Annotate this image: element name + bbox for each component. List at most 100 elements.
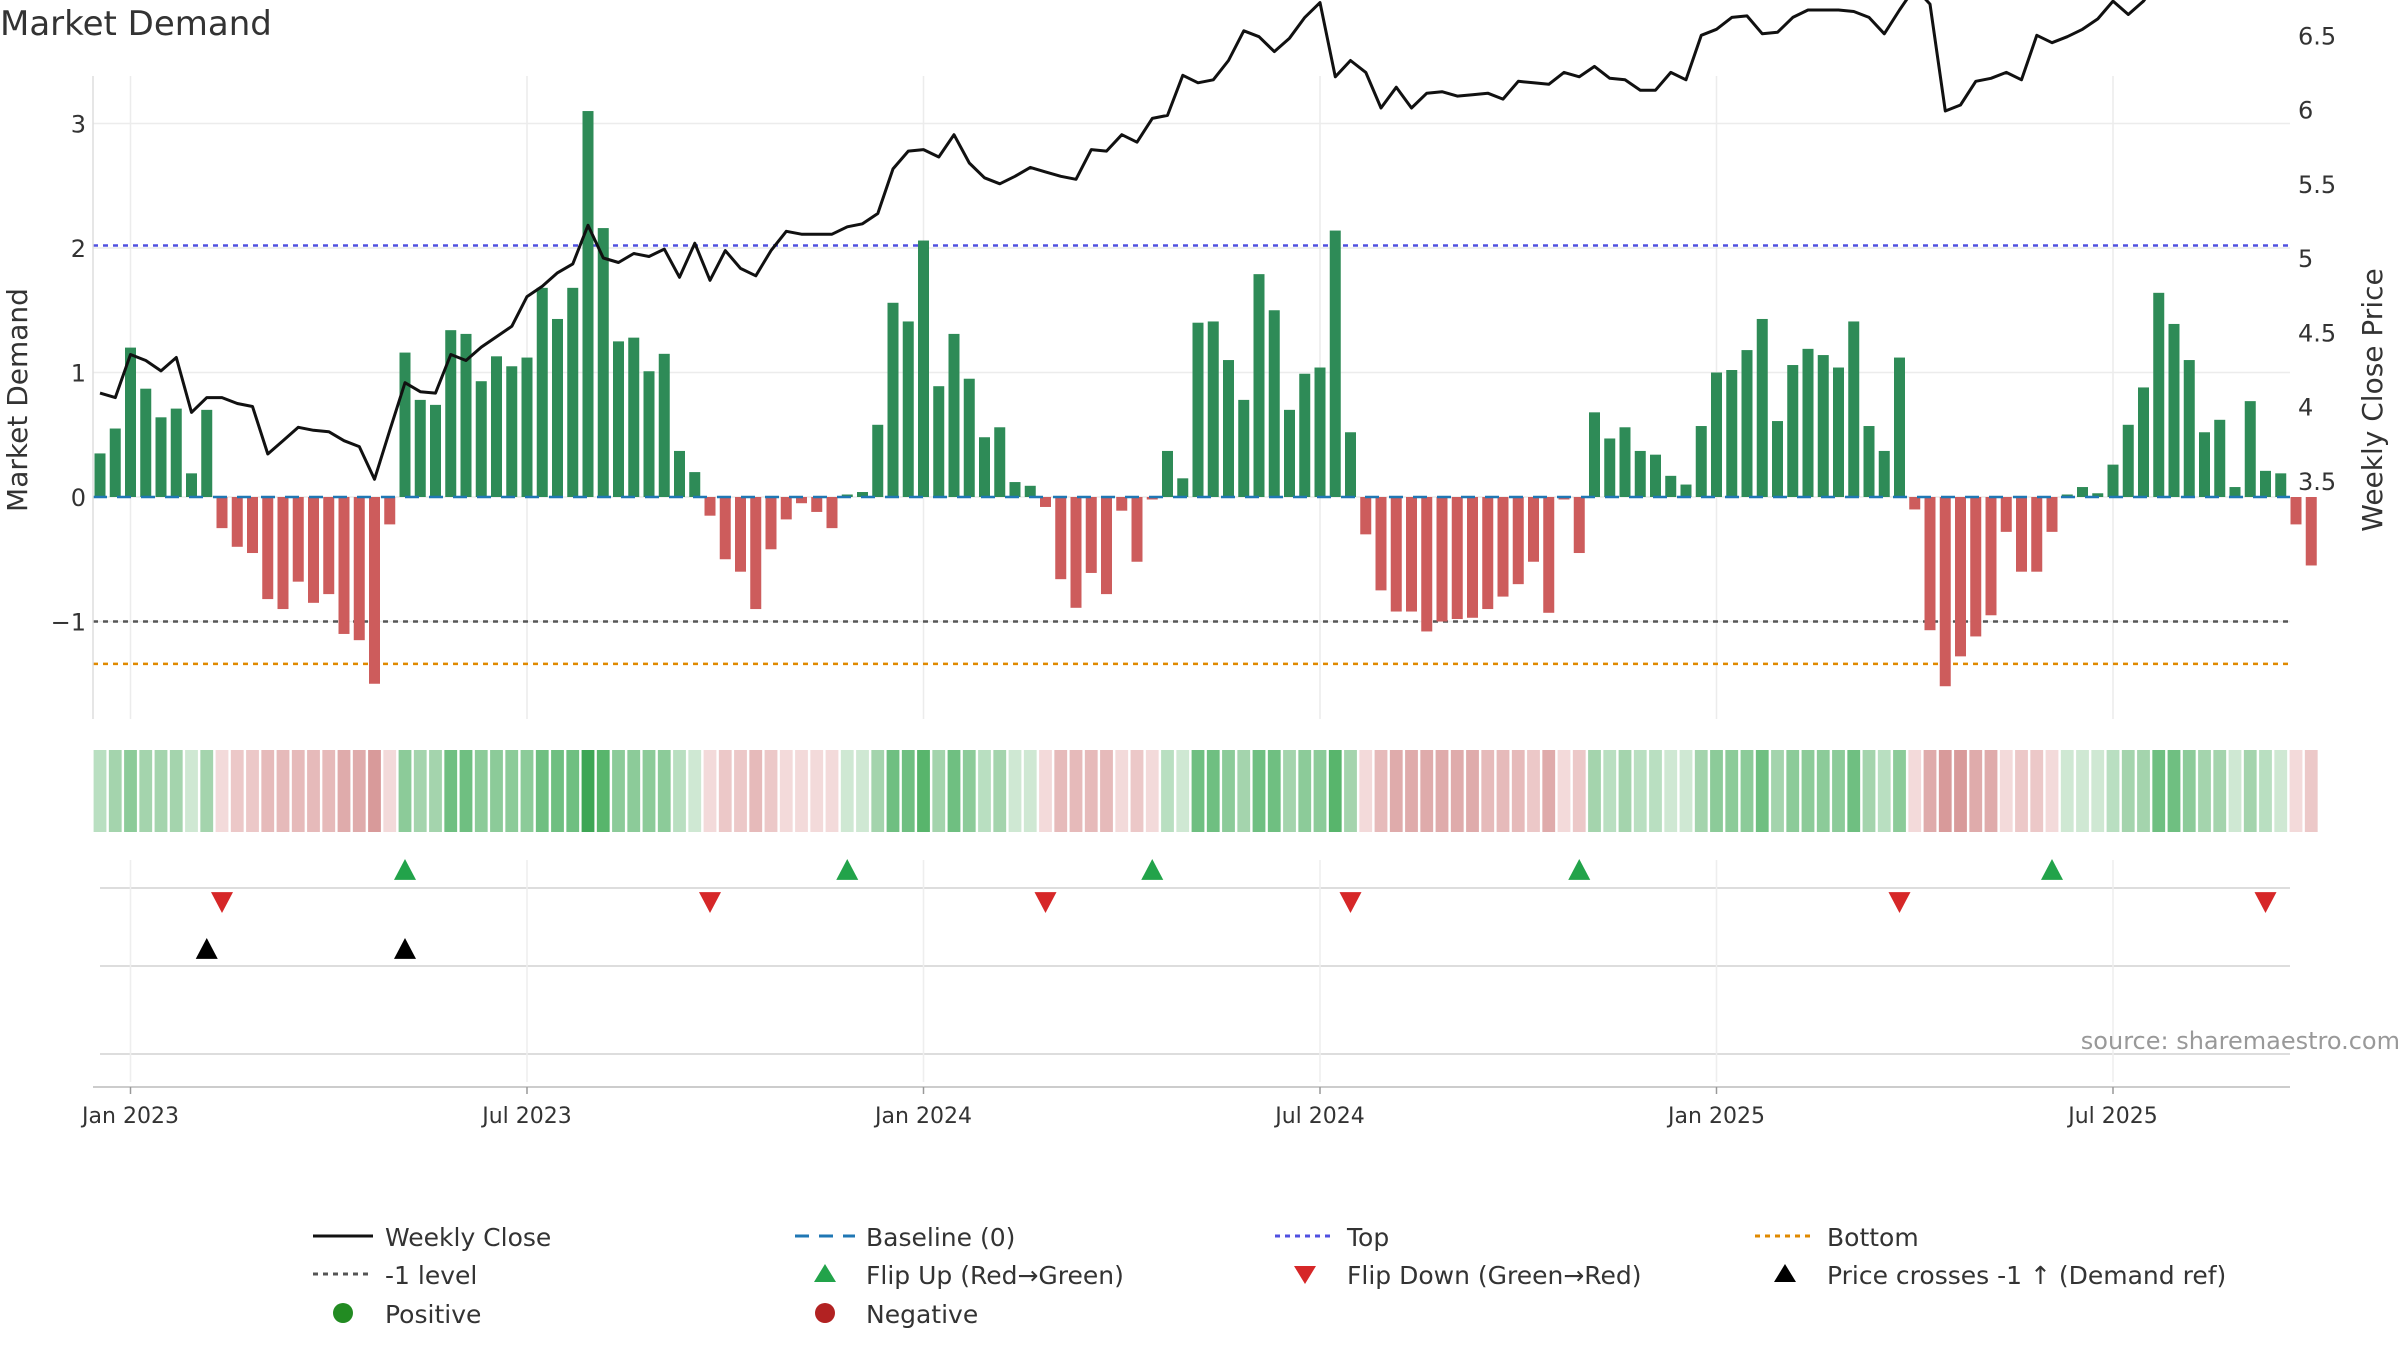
- heat-cell: [1496, 750, 1510, 832]
- heat-cell: [1145, 750, 1159, 832]
- heat-cell: [1679, 750, 1693, 832]
- heat-cell: [1039, 750, 1052, 832]
- heat-cell: [779, 750, 793, 832]
- demand-bar: [1101, 497, 1112, 595]
- demand-bar: [1177, 478, 1189, 497]
- heat-cell: [230, 750, 244, 832]
- demand-bar: [2275, 473, 2287, 497]
- heat-cell: [2137, 750, 2150, 832]
- flip-down-marker: [211, 892, 233, 913]
- flip-markers: [195, 859, 2277, 959]
- heat-cell: [1283, 750, 1296, 832]
- demand-bar: [1299, 373, 1311, 497]
- heat-cell: [1527, 750, 1540, 832]
- demand-bar: [1543, 497, 1555, 613]
- heat-cell: [1084, 750, 1098, 832]
- heat-cell: [886, 750, 900, 832]
- demand-bar: [308, 497, 319, 603]
- heat-cell: [962, 750, 976, 832]
- heat-cell: [871, 750, 885, 832]
- heat-cell: [368, 750, 381, 832]
- demand-bar: [552, 318, 563, 497]
- demand-bar: [1436, 497, 1448, 622]
- legend-label-negative: Negative: [866, 1300, 978, 1329]
- heat-cell: [154, 750, 168, 832]
- heat-cell: [1328, 750, 1342, 832]
- heat-cell: [1725, 750, 1739, 832]
- heat-cell: [2274, 750, 2288, 832]
- heat-cell: [1588, 750, 1601, 832]
- demand-bar: [1802, 348, 1814, 497]
- demand-bar: [704, 497, 716, 516]
- demand-bar: [186, 473, 197, 497]
- heat-cell: [1008, 750, 1022, 832]
- flip-down-marker: [2254, 892, 2277, 913]
- legend-item-bottom: Bottom: [1755, 1223, 1919, 1252]
- demand-bar: [2229, 487, 2241, 497]
- demand-bar: [262, 497, 274, 600]
- demand-bar: [2000, 497, 2012, 532]
- demand-bar: [1863, 426, 1875, 497]
- demand-bar: [399, 352, 411, 497]
- heat-cell: [1191, 750, 1205, 832]
- demand-bar: [1024, 485, 1036, 497]
- legend-item-top: Top: [1275, 1223, 1389, 1252]
- heat-cell: [383, 750, 397, 832]
- demand-bar: [1284, 409, 1295, 497]
- heat-cell: [93, 750, 107, 832]
- demand-bar: [201, 409, 213, 497]
- heat-cell: [2289, 750, 2303, 832]
- heat-cell: [1313, 750, 1327, 832]
- demand-bar: [765, 497, 777, 550]
- x-tick-label: Jul 2023: [480, 1104, 572, 1129]
- demand-bar: [658, 353, 670, 497]
- heat-cell: [1023, 750, 1037, 832]
- demand-bar: [155, 417, 167, 497]
- heat-cell: [276, 750, 290, 832]
- demand-bar: [1787, 365, 1799, 497]
- demand-bar: [170, 408, 182, 497]
- heat-cell: [1984, 750, 1998, 832]
- heat-cell: [1466, 750, 1479, 832]
- heat-cell: [2243, 750, 2257, 832]
- heat-cell: [703, 750, 717, 832]
- demand-bar: [2122, 424, 2134, 497]
- heat-cell: [1633, 750, 1647, 832]
- demand-bars: [94, 111, 2317, 687]
- demand-bar: [109, 428, 121, 497]
- demand-bar: [1040, 497, 1051, 507]
- demand-bar: [231, 497, 243, 547]
- heat-cell: [1481, 750, 1495, 832]
- heat-cell: [1908, 750, 1922, 832]
- heat-cell: [108, 750, 122, 832]
- y2-axis-label: Weekly Close Price: [2356, 268, 2389, 531]
- heat-cell: [1374, 750, 1388, 832]
- demand-bar: [933, 386, 945, 497]
- demand-bar: [2290, 497, 2302, 525]
- heat-cell: [124, 750, 137, 832]
- demand-bar: [1192, 322, 1204, 497]
- heat-cell: [307, 750, 320, 832]
- demand-bar: [338, 497, 350, 634]
- demand-bar: [628, 337, 640, 497]
- left-axis: 3 2 1 0 −1: [51, 76, 94, 719]
- heat-cell: [1359, 750, 1373, 832]
- flip-up-marker: [836, 859, 859, 880]
- demand-bar: [902, 321, 914, 497]
- heat-cell: [2030, 750, 2044, 832]
- right-tick-label: 4: [2298, 394, 2313, 422]
- demand-bar: [567, 287, 579, 497]
- demand-bar: [1070, 497, 1082, 608]
- demand-bar: [1162, 450, 1173, 497]
- cross-up-marker: [394, 938, 416, 959]
- heat-cell: [978, 750, 991, 832]
- heat-cell: [1572, 750, 1586, 832]
- heat-cell: [1069, 750, 1083, 832]
- demand-bar: [597, 228, 609, 497]
- demand-bar: [1619, 427, 1631, 497]
- cross-up-icon: [1774, 1264, 1796, 1282]
- flip-up-marker: [1141, 859, 1164, 880]
- demand-bar: [613, 341, 624, 497]
- demand-bar: [918, 240, 929, 497]
- demand-bar: [1512, 497, 1524, 585]
